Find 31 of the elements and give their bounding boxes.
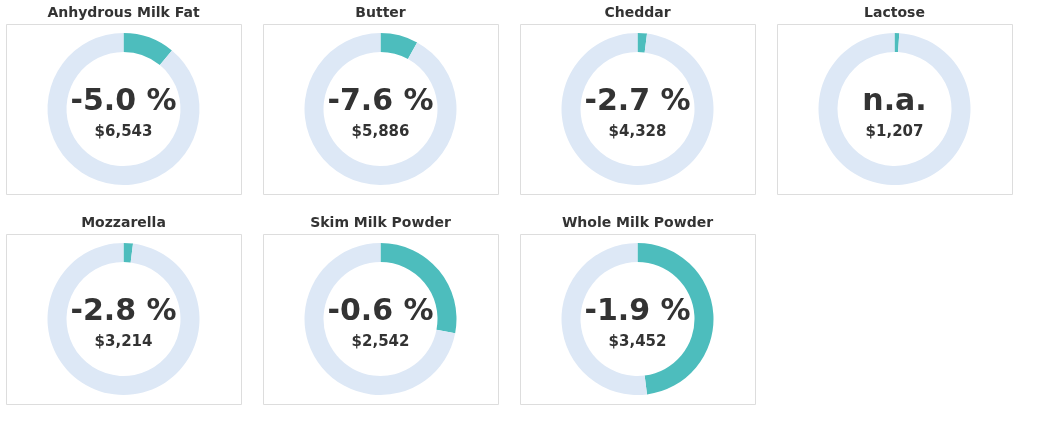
- text: -2.8 %: [70, 292, 177, 327]
- chart-title: Cheddar: [604, 4, 671, 20]
- text: $4,328: [608, 122, 667, 140]
- text: $5,886: [351, 122, 410, 140]
- text: $3,214: [94, 332, 153, 350]
- text: -2.7 %: [584, 82, 691, 117]
- text: n.a.: [862, 82, 927, 117]
- donut-slice: [304, 33, 457, 185]
- donut-slice: [380, 33, 418, 60]
- text: -1.9 %: [584, 292, 691, 327]
- donut-slice: [304, 243, 456, 395]
- chart-title: Mozzarella: [81, 214, 166, 230]
- text: -7.6 %: [327, 82, 434, 117]
- chart-title: Butter: [355, 4, 406, 20]
- text: $1,207: [865, 122, 924, 140]
- chart-title: Anhydrous Milk Fat: [47, 4, 200, 20]
- donut-slice: [561, 33, 714, 185]
- chart-title: Lactose: [864, 4, 925, 20]
- donut-slice: [637, 33, 648, 53]
- chart-title: Whole Milk Powder: [561, 214, 714, 230]
- chart-title: Skim Milk Powder: [310, 214, 451, 230]
- donut-slice: [818, 33, 971, 185]
- text: -0.6 %: [327, 292, 434, 327]
- donut-slice: [47, 33, 200, 185]
- donut-slice: [47, 243, 200, 395]
- donut-slice: [123, 243, 134, 263]
- text: $3,452: [608, 332, 667, 350]
- donut-slice: [123, 33, 172, 66]
- text: $6,543: [94, 122, 153, 140]
- text: -5.0 %: [70, 82, 177, 117]
- text: $2,542: [351, 332, 410, 350]
